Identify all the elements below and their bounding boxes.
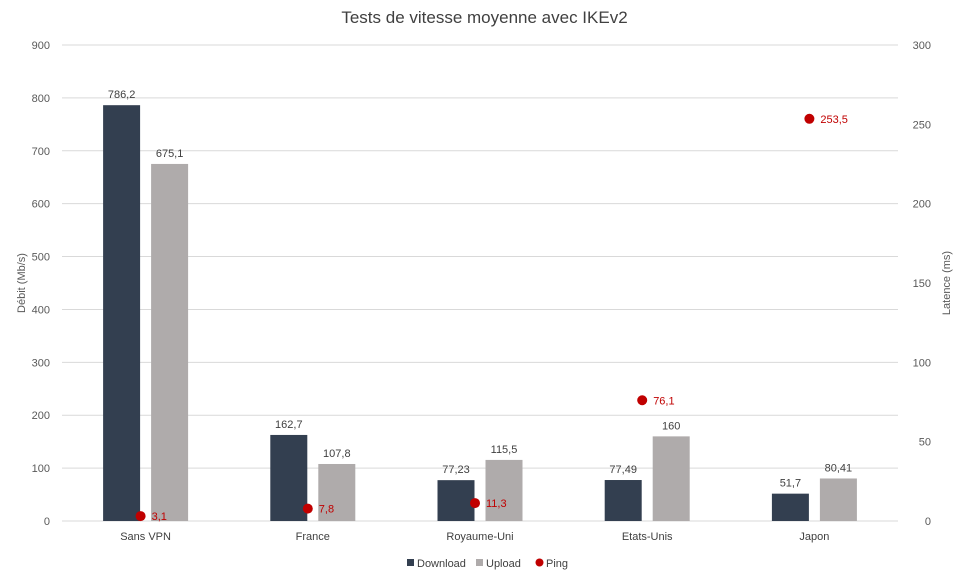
download-bar <box>604 480 642 521</box>
y2-axis-title: Latence (ms) <box>941 251 953 315</box>
y-tick-label: 600 <box>32 199 50 211</box>
ping-point <box>135 511 146 522</box>
ping-value-label: 7,8 <box>319 504 334 516</box>
category-label: Sans VPN <box>120 531 171 543</box>
upload-bar <box>485 459 523 521</box>
y-axis-title: Débit (Mb/s) <box>16 253 28 313</box>
category-label: Etats-Unis <box>622 531 673 543</box>
download-bar <box>437 480 475 521</box>
left-axis-ticks: 0 100 200 300 400 500 600 700 800 900 <box>32 40 50 528</box>
upload-value-label: 115,5 <box>491 444 518 456</box>
upload-bar <box>652 436 690 521</box>
download-value-label: 51,7 <box>780 478 801 490</box>
ping-value-label: 253,5 <box>820 114 848 126</box>
y-tick-label: 500 <box>32 252 50 264</box>
upload-value-label: 80,41 <box>825 462 853 474</box>
ping-value-label: 11,3 <box>486 498 507 510</box>
upload-bar <box>151 163 189 521</box>
category-label: France <box>296 531 330 543</box>
y2-tick-label: 150 <box>913 278 931 290</box>
y2-tick-label: 50 <box>919 437 931 449</box>
y-tick-label: 200 <box>32 410 50 422</box>
download-value-label: 162,7 <box>275 419 303 431</box>
y-tick-label: 300 <box>32 357 50 369</box>
download-bar <box>103 105 141 521</box>
legend-marker <box>535 558 544 567</box>
y-tick-label: 700 <box>32 146 50 158</box>
category-labels: Sans VPN France Royaume-Uni Etats-Unis Japon <box>120 531 829 543</box>
category-label: Royaume-Uni <box>446 531 513 543</box>
legend-swatch <box>407 559 414 566</box>
download-bar <box>771 493 809 521</box>
gridlines <box>62 44 898 522</box>
y-tick-label: 900 <box>32 40 50 52</box>
y-tick-label: 400 <box>32 304 50 316</box>
y-tick-label: 800 <box>32 93 50 105</box>
legend-label: Download <box>417 558 466 570</box>
upload-value-label: 160 <box>662 420 680 432</box>
ping-point <box>637 395 648 406</box>
y-tick-label: 100 <box>32 463 50 475</box>
right-axis-ticks: 0 50 100 150 200 250 300 <box>913 40 931 528</box>
ping-point <box>302 503 313 514</box>
upload-bar <box>318 463 356 521</box>
y2-tick-label: 300 <box>913 40 931 52</box>
ping-points: 3,1 7,8 11,3 76,1 253,5 <box>135 113 848 523</box>
download-value-label: 77,49 <box>609 464 637 476</box>
bars: 786,2 675,1 162,7 107,8 77,23 115,5 77,49 160 51… <box>103 89 857 521</box>
ping-value-label: 3,1 <box>152 511 167 523</box>
ping-point <box>804 113 815 124</box>
y2-tick-label: 0 <box>925 516 931 528</box>
legend-label: Ping <box>546 558 568 570</box>
category-label: Japon <box>799 531 829 543</box>
y-tick-label: 0 <box>44 516 50 528</box>
upload-value-label: 675,1 <box>156 148 184 160</box>
ping-point <box>470 498 480 509</box>
y2-tick-label: 100 <box>913 357 931 369</box>
y2-tick-label: 250 <box>913 119 931 131</box>
y2-tick-label: 200 <box>913 199 931 211</box>
legend: Download Upload Ping <box>407 558 568 570</box>
legend-swatch <box>476 559 483 566</box>
upload-bar <box>819 478 857 521</box>
download-value-label: 786,2 <box>108 89 136 101</box>
ping-value-label: 76,1 <box>653 395 674 407</box>
download-value-label: 77,23 <box>442 464 470 476</box>
upload-value-label: 107,8 <box>323 448 351 460</box>
chart-title: Tests de vitesse moyenne avec IKEv2 <box>341 8 627 27</box>
download-bar <box>270 434 308 521</box>
legend-label: Upload <box>486 558 521 570</box>
